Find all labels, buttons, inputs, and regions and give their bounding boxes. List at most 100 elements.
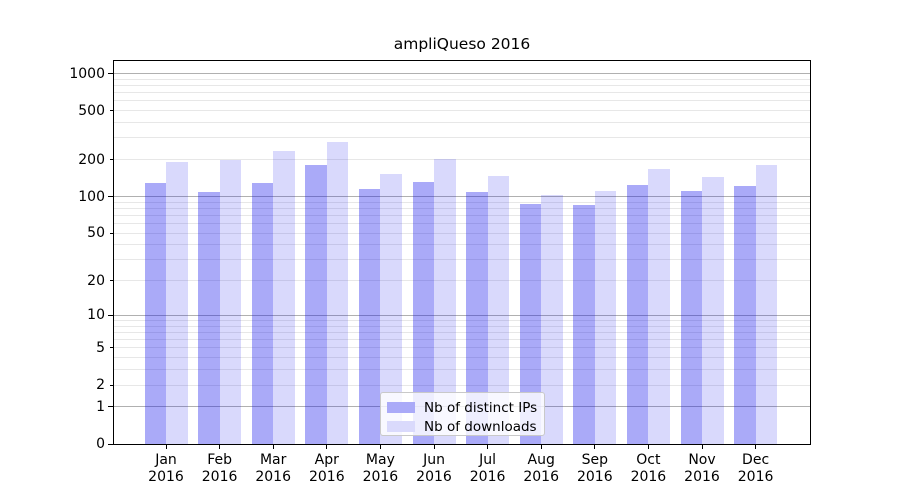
x-tick-month: Nov bbox=[688, 452, 716, 468]
bar-downloads-dec bbox=[755, 164, 778, 444]
x-tick-year: 2016 bbox=[737, 469, 774, 485]
x-tick-year: 2016 bbox=[684, 469, 720, 485]
gridline-major bbox=[114, 196, 810, 197]
x-tick-year: 2016 bbox=[362, 469, 399, 485]
x-tick-mark bbox=[326, 445, 328, 449]
legend-swatch-distinct-ips bbox=[387, 402, 415, 413]
legend-label-downloads: Nb of downloads bbox=[424, 418, 537, 435]
y-tick-label: 20 bbox=[87, 272, 105, 289]
y-tick-label: 50 bbox=[87, 225, 105, 242]
x-tick-mark bbox=[755, 445, 757, 449]
y-tick-label: 10 bbox=[87, 307, 105, 324]
bar-distinct-ips-nov bbox=[680, 190, 702, 444]
y-tick-mark bbox=[110, 347, 113, 349]
bar-downloads-aug bbox=[541, 194, 563, 444]
y-tick-mark bbox=[110, 384, 113, 386]
x-tick-month: Sep bbox=[581, 452, 608, 468]
x-tick-label: Mar 2016 bbox=[245, 452, 301, 486]
x-tick-mark bbox=[487, 445, 489, 449]
gridline-minor bbox=[114, 207, 810, 209]
x-tick-label: Jun 2016 bbox=[406, 452, 462, 486]
x-tick-label: Sep 2016 bbox=[567, 452, 623, 486]
bar-distinct-ips-aug bbox=[519, 203, 542, 444]
x-tick-year: 2016 bbox=[469, 469, 506, 485]
legend-item-downloads: Nb of downloads bbox=[387, 417, 537, 436]
x-tick-mark bbox=[433, 445, 435, 449]
y-tick-mark bbox=[108, 406, 113, 408]
x-tick-year: 2016 bbox=[201, 469, 238, 485]
x-tick-month: Aug bbox=[527, 452, 555, 468]
gridline-minor bbox=[114, 100, 810, 102]
x-tick-year: 2016 bbox=[308, 469, 345, 485]
gridline-minor bbox=[114, 78, 810, 80]
x-tick-mark bbox=[379, 445, 381, 449]
x-tick-label: Nov 2016 bbox=[674, 452, 730, 486]
y-tick-mark bbox=[108, 314, 113, 316]
gridline-minor bbox=[114, 325, 810, 327]
x-tick-label: Oct 2016 bbox=[620, 452, 676, 486]
gridline-minor bbox=[114, 122, 810, 124]
x-tick-year: 2016 bbox=[148, 469, 184, 485]
bar-distinct-ips-jun bbox=[412, 181, 434, 444]
y-tick-label: 1000 bbox=[69, 65, 105, 82]
x-tick-year: 2016 bbox=[576, 469, 613, 485]
bar-distinct-ips-oct bbox=[626, 185, 649, 444]
y-tick-label: 200 bbox=[78, 151, 105, 168]
x-tick-mark bbox=[272, 445, 274, 449]
x-tick-label: Jan 2016 bbox=[138, 452, 194, 486]
x-tick-year: 2016 bbox=[255, 469, 291, 485]
gridline-minor bbox=[114, 320, 810, 322]
x-tick-month: Jun bbox=[423, 452, 445, 468]
x-tick-label: May 2016 bbox=[352, 452, 408, 486]
gridline-major bbox=[114, 314, 810, 316]
x-tick-label: Apr 2016 bbox=[299, 452, 355, 486]
gridline-minor bbox=[114, 384, 810, 386]
gridline-minor bbox=[114, 137, 810, 139]
gridline-minor bbox=[114, 110, 810, 112]
x-tick-month: May bbox=[365, 452, 395, 468]
x-tick-month: Dec bbox=[742, 452, 770, 468]
x-tick-label: Jul 2016 bbox=[460, 452, 516, 486]
x-tick-mark bbox=[165, 445, 167, 449]
y-tick-mark bbox=[110, 280, 113, 282]
gridline-minor bbox=[114, 369, 810, 371]
bar-distinct-ips-feb bbox=[198, 191, 220, 444]
x-tick-label: Aug 2016 bbox=[513, 452, 569, 486]
y-tick-label: 500 bbox=[78, 102, 105, 119]
y-tick-mark bbox=[110, 110, 113, 112]
gridline-minor bbox=[114, 232, 810, 234]
y-tick-mark bbox=[108, 73, 113, 74]
bar-downloads-feb bbox=[219, 159, 242, 444]
gridline-minor bbox=[114, 214, 810, 216]
bar-distinct-ips-jan bbox=[144, 183, 166, 444]
bar-downloads-jan bbox=[166, 162, 188, 444]
y-tick-label: 100 bbox=[78, 188, 105, 205]
y-tick-mark bbox=[110, 232, 113, 234]
chart-title: ampliQueso 2016 bbox=[393, 35, 531, 53]
gridline-minor bbox=[114, 347, 810, 349]
y-tick-label: 2 bbox=[96, 377, 105, 394]
bar-downloads-mar bbox=[273, 150, 295, 444]
bar-distinct-ips-mar bbox=[251, 182, 274, 444]
legend-item-distinct-ips: Nb of distinct IPs bbox=[387, 398, 537, 417]
gridline-minor bbox=[114, 357, 810, 359]
gridline-minor bbox=[114, 159, 810, 161]
legend-swatch-downloads bbox=[387, 421, 415, 432]
bar-downloads-may bbox=[380, 173, 402, 444]
gridline-minor bbox=[114, 84, 810, 86]
x-tick-mark bbox=[701, 445, 703, 449]
gridline-minor bbox=[114, 223, 810, 225]
x-tick-month: Feb bbox=[207, 452, 232, 468]
y-tick-mark bbox=[110, 159, 113, 161]
bar-distinct-ips-dec bbox=[734, 186, 756, 444]
y-tick-label: 0 bbox=[96, 436, 105, 452]
x-tick-mark bbox=[540, 445, 542, 449]
gridline-minor bbox=[114, 331, 810, 333]
gridline-minor bbox=[114, 244, 810, 246]
bar-downloads-sep bbox=[594, 191, 617, 444]
x-tick-month: Apr bbox=[314, 452, 339, 468]
bar-distinct-ips-jul bbox=[466, 191, 488, 444]
y-tick-mark bbox=[108, 196, 113, 197]
x-tick-mark bbox=[219, 445, 221, 449]
bar-downloads-jul bbox=[487, 176, 510, 444]
